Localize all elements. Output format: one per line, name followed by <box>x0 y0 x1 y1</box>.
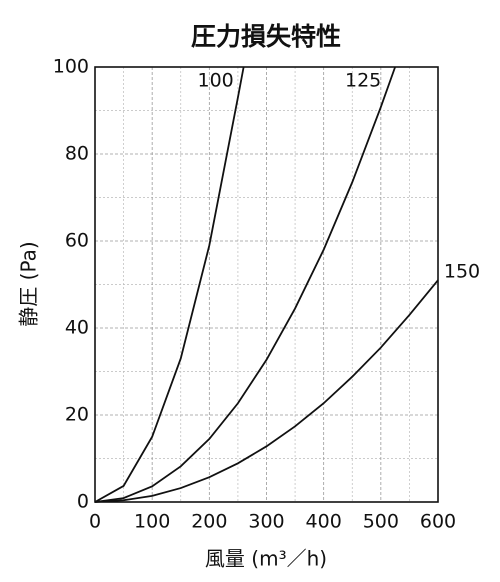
x-tick-label: 100 <box>134 511 170 533</box>
x-axis-label: 風量 (m³／h) <box>205 547 327 571</box>
curve <box>94 66 396 503</box>
y-tick-label: 100 <box>53 56 89 78</box>
x-tick-label: 600 <box>420 511 456 533</box>
x-tick-label: 300 <box>248 511 284 533</box>
y-tick-label: 80 <box>65 143 89 165</box>
x-tick-label: 0 <box>89 511 101 533</box>
y-axis-label: 静圧 (Pa) <box>17 241 41 326</box>
plot-frame <box>94 66 439 503</box>
curve-label: 150 <box>444 261 480 283</box>
y-tick-label: 20 <box>65 404 89 426</box>
chart-title: 圧力損失特性 <box>191 22 341 51</box>
x-tick-label: 200 <box>191 511 227 533</box>
y-tick-label: 60 <box>65 230 89 252</box>
curve-label: 100 <box>198 70 234 92</box>
y-tick-label: 0 <box>77 491 89 513</box>
y-tick-label: 40 <box>65 317 89 339</box>
curve-label: 125 <box>345 70 381 92</box>
curve <box>94 66 245 503</box>
x-tick-label: 400 <box>306 511 342 533</box>
curve <box>94 279 439 503</box>
x-tick-label: 500 <box>363 511 399 533</box>
